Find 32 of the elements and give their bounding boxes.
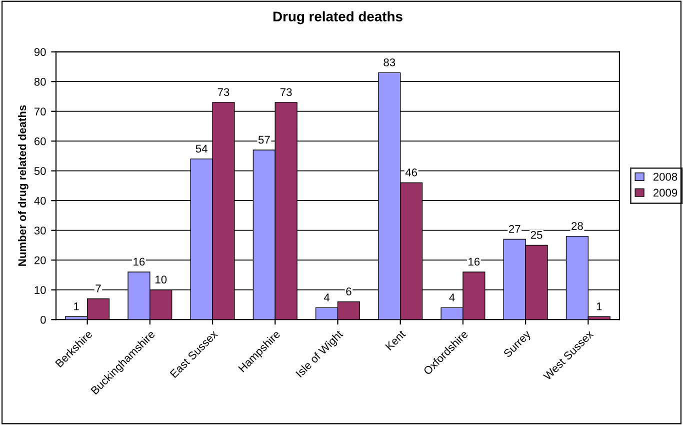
data-label: 73: [218, 88, 230, 96]
y-tick-label: 50: [34, 167, 46, 175]
y-tick-label: 80: [34, 78, 46, 86]
y-tick-label: 70: [34, 108, 46, 116]
data-label: 16: [134, 258, 145, 266]
legend-label: 2009: [653, 188, 678, 197]
y-tick-label: 40: [34, 196, 46, 205]
data-label: 73: [280, 88, 292, 96]
data-label: 83: [384, 58, 396, 66]
chart-title: Drug related deaths: [273, 11, 402, 24]
legend-label: 2008: [653, 172, 678, 181]
data-label: 16: [468, 258, 480, 266]
data-label: 54: [196, 144, 208, 153]
y-tick-label: 60: [34, 137, 46, 146]
data-label: 7: [96, 284, 101, 292]
y-axis-title: Number of drug related deaths: [18, 105, 28, 266]
data-label: 1: [74, 302, 79, 310]
data-label: 25: [530, 230, 542, 239]
data-label: 46: [405, 168, 417, 176]
data-label: 28: [572, 222, 583, 230]
data-label: 1: [596, 302, 602, 310]
y-tick-label: 90: [34, 48, 46, 56]
y-tick-label: 10: [34, 286, 46, 294]
y-tick-label: 30: [34, 226, 46, 234]
data-label: 57: [258, 136, 270, 144]
data-label: 6: [346, 288, 352, 296]
y-tick-label: 20: [34, 256, 46, 264]
y-tick-label: 0: [40, 316, 46, 324]
data-label: 10: [156, 276, 167, 284]
data-label: 4: [324, 294, 330, 302]
data-label: 27: [508, 225, 520, 233]
data-label: 4: [449, 294, 455, 302]
